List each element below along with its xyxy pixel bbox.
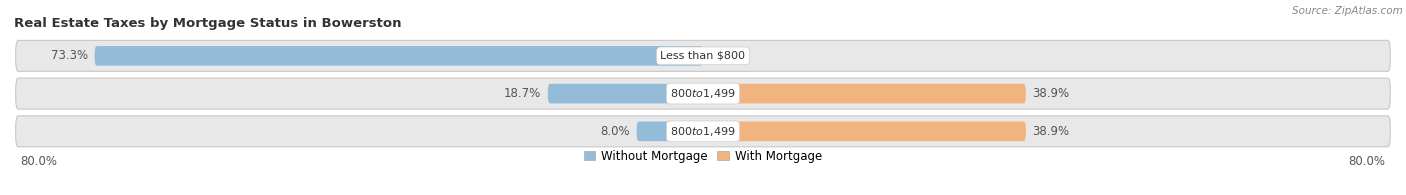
Text: $800 to $1,499: $800 to $1,499 (671, 125, 735, 138)
Text: 18.7%: 18.7% (503, 87, 541, 100)
Text: 8.0%: 8.0% (600, 125, 630, 138)
Text: 38.9%: 38.9% (1032, 87, 1070, 100)
Text: $800 to $1,499: $800 to $1,499 (671, 87, 735, 100)
FancyBboxPatch shape (637, 121, 703, 141)
FancyBboxPatch shape (703, 84, 1026, 103)
FancyBboxPatch shape (548, 84, 703, 103)
FancyBboxPatch shape (15, 40, 1391, 71)
Text: 0.0%: 0.0% (710, 49, 740, 62)
FancyBboxPatch shape (703, 121, 1026, 141)
FancyBboxPatch shape (94, 46, 703, 66)
Legend: Without Mortgage, With Mortgage: Without Mortgage, With Mortgage (579, 145, 827, 167)
Text: Source: ZipAtlas.com: Source: ZipAtlas.com (1292, 6, 1403, 16)
Text: Less than $800: Less than $800 (661, 51, 745, 61)
FancyBboxPatch shape (15, 116, 1391, 147)
FancyBboxPatch shape (15, 78, 1391, 109)
Text: Real Estate Taxes by Mortgage Status in Bowerston: Real Estate Taxes by Mortgage Status in … (14, 17, 402, 30)
Text: 38.9%: 38.9% (1032, 125, 1070, 138)
Text: 73.3%: 73.3% (51, 49, 89, 62)
